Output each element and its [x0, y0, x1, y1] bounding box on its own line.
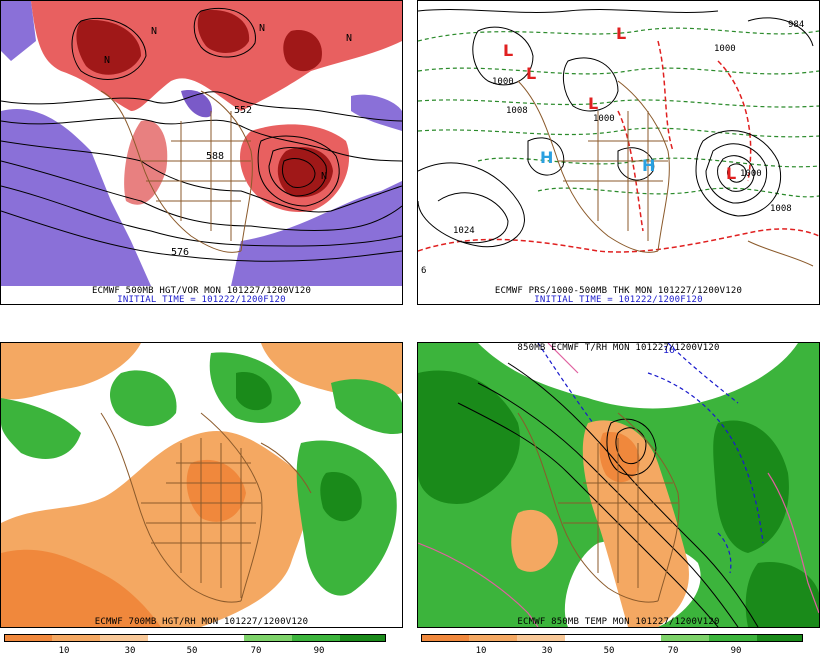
isobar-label: 6 [421, 266, 426, 276]
panel-700mb-rh: ECMWF 700MB HGT/RH MON 101227/1200V120 [0, 342, 403, 628]
temperature-label: 10 [663, 345, 675, 356]
positive-vorticity-area-north-core-2 [197, 10, 250, 53]
rh-scale-bar [421, 634, 803, 642]
moist-area [331, 379, 402, 434]
caption-pressure-title: ECMWF PRS/1000-500MB THK MON 101227/1200… [494, 286, 743, 296]
map-surface-pressure-thickness: L L L L L H H 1000 1000 1008 1024 1000 1… [418, 1, 819, 286]
vorticity-max-label: N [346, 33, 352, 44]
isobar-label: 1008 [506, 106, 528, 116]
positive-vorticity-area-north-core-3 [283, 30, 322, 72]
high-pressure-center: H [540, 148, 553, 167]
moist-area [1, 398, 81, 459]
thickness-contours-cold [418, 27, 819, 198]
caption-500mb-initial-time: INITIAL TIME = 101222/1200F120 [117, 295, 286, 305]
contour-label-588: 588 [206, 151, 224, 162]
map-700mb-rh [1, 343, 402, 627]
moist-area-strong [236, 372, 272, 411]
dry-area-strong [1, 549, 161, 627]
negative-vorticity-area-north [1, 1, 36, 61]
caption-850mb-title: ECMWF 850MB TEMP MON 101227/1200V120 [517, 617, 720, 627]
vorticity-max-label: N [259, 23, 265, 34]
caption-pressure-initial-time: INITIAL TIME = 101222/1200F120 [534, 295, 703, 305]
rh-color-scale-right: 10 30 50 70 90 [421, 634, 803, 658]
rh-color-scale-left: 10 30 50 70 90 [4, 634, 386, 658]
rh-tick: 10 [58, 646, 70, 656]
vorticity-max-label: N [104, 55, 110, 66]
dry-area [511, 509, 558, 572]
coastlines [100, 90, 253, 253]
moist-area [109, 370, 177, 427]
rh-tick: 70 [667, 646, 679, 656]
neutral-area [478, 343, 798, 409]
negative-vorticity-area [1, 109, 151, 286]
moist-area-strong [418, 370, 520, 504]
vorticity-max-label: N [151, 26, 157, 37]
rh-tick: 10 [475, 646, 487, 656]
contour-label-576: 576 [171, 247, 189, 258]
positive-vorticity-area-north-core [76, 20, 141, 75]
panel-850mb-temp-rh: 10 850MB ECMWF T/RH MON 101227/1200V120 … [417, 342, 820, 628]
positive-vorticity-area-west [124, 120, 168, 205]
moist-area-strong [745, 562, 819, 627]
negative-vorticity-area-mid [181, 90, 212, 118]
isobar-label: 1000 [740, 169, 762, 179]
isobar-label: 984 [788, 20, 804, 30]
panel-surface-pressure-thickness: L L L L L H H 1000 1000 1008 1024 1000 1… [417, 0, 820, 305]
rh-tick: 30 [124, 646, 136, 656]
low-pressure-center: L [526, 64, 536, 83]
caption-850mb-title-top: 850MB ECMWF T/RH MON 101227/1200V120 [517, 343, 720, 353]
negative-vorticity-area-ne [351, 94, 402, 131]
isobar-label: 1024 [453, 226, 475, 236]
low-pressure-center: L [588, 94, 598, 113]
high-pressure-center: H [642, 156, 655, 175]
panel-500mb-vorticity: 576 552 588 N N N N N ECMWF 500MB HGT/VO… [0, 0, 403, 305]
caption-500mb-title: ECMWF 500MB HGT/VOR MON 101227/1200V120 [91, 286, 312, 296]
vorticity-max-label: N [321, 171, 327, 182]
low-pressure-center: L [616, 24, 626, 43]
isobar-label: 1000 [492, 77, 514, 87]
temperature-contours-freezing [418, 343, 819, 627]
positive-vorticity-area-trough-core [277, 147, 333, 198]
rh-tick: 50 [186, 646, 198, 656]
rh-tick: 90 [313, 646, 325, 656]
coastlines [517, 412, 680, 603]
rh-tick: 90 [730, 646, 742, 656]
dry-area-strong [186, 459, 246, 522]
rh-scale-bar [4, 634, 386, 642]
map-850mb-temp-rh: 10 [418, 343, 819, 627]
isobars [418, 9, 814, 248]
low-pressure-center: L [503, 41, 513, 60]
moist-area-strong [713, 420, 789, 553]
moist-area-strong [320, 472, 362, 522]
caption-700mb-title: ECMWF 700MB HGT/RH MON 101227/1200V120 [94, 617, 309, 627]
rh-tick: 70 [250, 646, 262, 656]
temperature-contours-cold [537, 343, 764, 574]
low-pressure-center: L [726, 164, 736, 183]
coastlines [100, 412, 312, 603]
height-contours [1, 7, 402, 262]
contour-label-552: 552 [234, 105, 252, 116]
temperature-contours [457, 362, 759, 627]
rh-tick: 50 [603, 646, 615, 656]
isobar-label: 1000 [714, 44, 736, 54]
dry-area [1, 343, 141, 400]
isobar-label: 1008 [770, 204, 792, 214]
negative-vorticity-area-east [231, 181, 402, 286]
coastlines [517, 80, 814, 267]
isobar-label: 1000 [593, 114, 615, 124]
rh-tick: 30 [541, 646, 553, 656]
map-500mb-vorticity: 576 552 588 N N N N N [1, 1, 402, 286]
